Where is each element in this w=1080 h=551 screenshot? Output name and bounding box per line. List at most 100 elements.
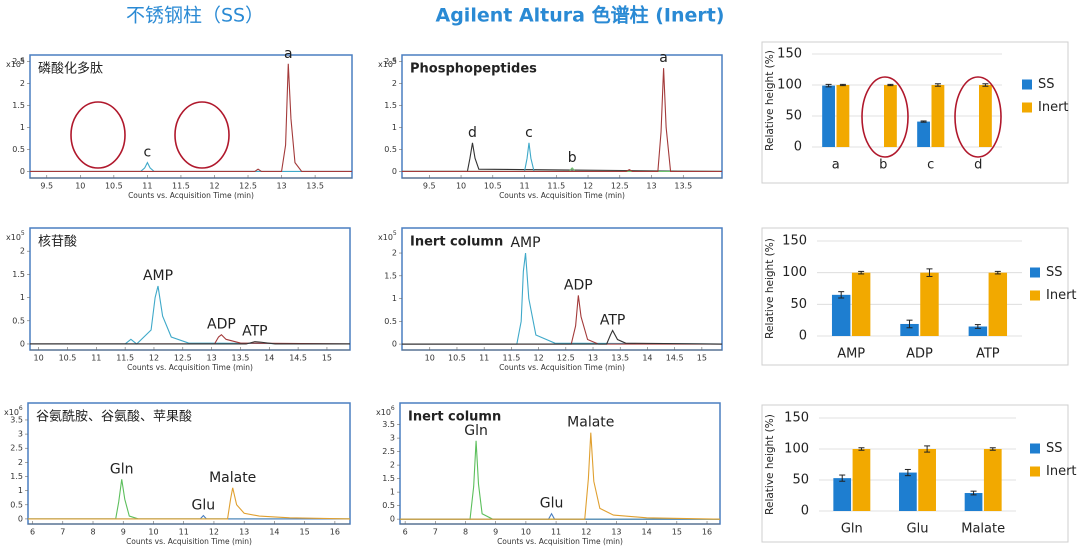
y-tick-label: 1.5: [12, 101, 25, 110]
x-tick-label: 10.5: [105, 182, 123, 191]
x-tick-label: AMP: [837, 347, 865, 362]
panel-frame: [29, 54, 353, 179]
x-tick-label: 13: [646, 182, 656, 191]
y-tick-label: 3: [390, 434, 395, 443]
bar: [831, 294, 851, 336]
x-tick-label: a: [832, 158, 840, 173]
x-tick-label: 13.5: [232, 354, 250, 363]
peak-label: AMP: [510, 235, 540, 251]
y-tick-label: 0: [390, 515, 395, 524]
x-tick-label: 11.5: [172, 182, 190, 191]
bar: [884, 85, 897, 147]
y-tick-label: 2: [392, 79, 397, 88]
y-multiplier: x106: [376, 405, 395, 417]
panel-title: 核苷酸: [38, 235, 77, 250]
x-axis-label: Counts vs. Acquisition Time (min): [499, 191, 625, 200]
legend-label: Inert: [1046, 464, 1077, 479]
trace: [402, 329, 723, 345]
y-tick-label: 2: [392, 249, 397, 258]
y-tick-label: 0.5: [384, 145, 397, 154]
column-header: Agilent Altura 色谱柱 (Inert): [436, 4, 725, 27]
bar: [833, 478, 852, 511]
y-tick-label: 1: [392, 294, 397, 303]
x-tick-label: ADP: [906, 347, 933, 362]
peak-label: ATP: [600, 312, 625, 328]
x-tick-label: 12: [583, 182, 593, 191]
x-tick-label: 14: [642, 354, 652, 363]
y-tick-label: 0: [20, 339, 25, 348]
x-tick-label: 13: [276, 182, 286, 191]
x-tick-label: b: [879, 158, 887, 173]
y-multiplier-base: x10: [4, 408, 19, 417]
legend-label: Inert: [1038, 100, 1069, 115]
y-tick-label: 150: [777, 47, 802, 62]
x-tick-label: 11: [479, 354, 489, 363]
error-bar: [906, 319, 913, 329]
x-tick-label: 12: [581, 528, 591, 537]
error-bar: [839, 474, 846, 482]
x-tick-label: 6: [403, 528, 408, 537]
x-tick-label: 16: [330, 528, 340, 537]
y-multiplier-base: x10: [378, 60, 393, 69]
x-tick-label: 12: [534, 354, 544, 363]
error-bar: [838, 291, 845, 299]
trace: [30, 285, 351, 345]
trace: [402, 252, 723, 345]
panel-title: 谷氨酰胺、谷氨酸、苹果酸: [36, 410, 192, 425]
column-header: 不锈钢柱（SS）: [126, 5, 264, 27]
y-tick-label: 1: [18, 486, 23, 495]
bar: [918, 449, 936, 511]
x-tick-label: 13.5: [306, 182, 324, 191]
x-tick-label: 14: [269, 528, 279, 537]
x-axis-label: Counts vs. Acquisition Time (min): [497, 537, 623, 546]
y-multiplier-base: x10: [376, 408, 391, 417]
trace: [30, 63, 352, 172]
legend-swatch: [1030, 443, 1040, 454]
bar: [917, 121, 930, 147]
y-multiplier-exponent: 5: [393, 57, 397, 64]
peak-label: c: [144, 145, 152, 161]
y-multiplier-base: x10: [6, 60, 21, 69]
bar: [931, 85, 945, 147]
bar: [836, 85, 850, 147]
x-tick-label: 10.5: [484, 182, 502, 191]
x-tick-label: 13: [207, 354, 217, 363]
trace: [30, 341, 350, 345]
y-tick-label: 2.5: [382, 447, 395, 456]
y-tick-label: 1: [392, 123, 397, 132]
panel-title: 磷酸化多肽: [38, 61, 103, 77]
x-tick-label: 15: [300, 528, 310, 537]
legend-label: SS: [1046, 441, 1063, 456]
x-tick-label: 12.5: [611, 182, 629, 191]
y-tick-label: 0: [799, 329, 807, 344]
x-tick-label: 10: [148, 528, 158, 537]
y-tick-label: 0: [801, 504, 809, 519]
x-tick-label: 12.5: [557, 354, 575, 363]
bar: [988, 272, 1008, 336]
error-bar: [989, 447, 996, 451]
peak-label: a: [284, 46, 293, 62]
panel-frame: [399, 402, 721, 525]
trace: [400, 440, 720, 520]
peak-label: Malate: [567, 415, 614, 431]
y-tick-label: 0.5: [382, 501, 395, 510]
legend-swatch: [1022, 102, 1032, 113]
error-bar: [825, 83, 832, 88]
y-tick-label: 2.5: [384, 57, 397, 66]
y-multiplier: x106: [4, 405, 23, 417]
y-tick-label: 0: [794, 140, 802, 155]
y-tick-label: 150: [784, 411, 809, 426]
y-tick-label: 100: [782, 265, 807, 280]
x-tick-label: 10.5: [448, 354, 466, 363]
x-tick-label: Malate: [961, 522, 1005, 537]
y-multiplier-exponent: 6: [391, 405, 395, 412]
x-tick-label: 10.5: [59, 354, 77, 363]
x-tick-label: 15: [697, 354, 707, 363]
x-tick-label: 10: [34, 354, 44, 363]
peak-label: Glu: [540, 496, 564, 512]
bar: [822, 85, 835, 147]
highlight-ring: [861, 76, 909, 158]
y-tick-label: 2: [20, 79, 25, 88]
y-tick-label: 0: [392, 340, 397, 349]
